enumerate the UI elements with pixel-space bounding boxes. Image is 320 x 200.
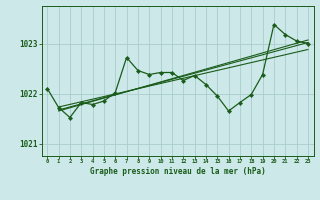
X-axis label: Graphe pression niveau de la mer (hPa): Graphe pression niveau de la mer (hPa) xyxy=(90,167,266,176)
